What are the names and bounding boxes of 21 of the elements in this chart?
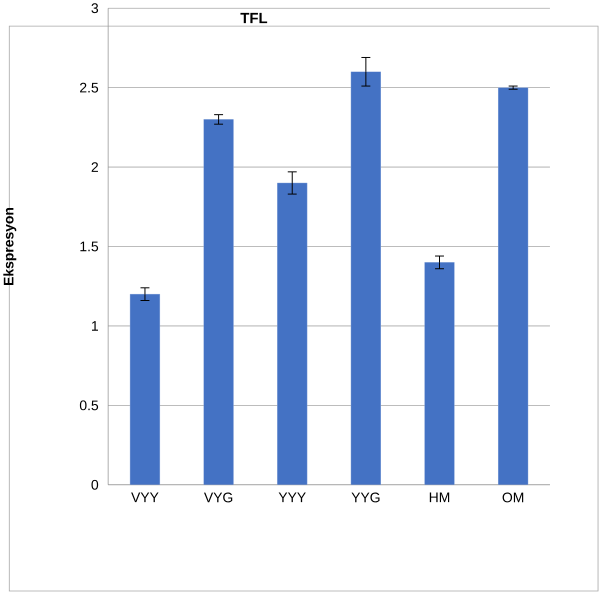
- bar: [204, 119, 234, 485]
- y-axis-title: Ekspresyon: [3, 208, 16, 285]
- bar: [498, 87, 528, 485]
- x-tick-label: YYG: [352, 492, 380, 502]
- y-tick-label: 3: [91, 3, 98, 14]
- y-tick-label: 0: [91, 480, 98, 490]
- x-tick-label: VYG: [204, 492, 232, 502]
- y-tick-label: 2.5: [80, 82, 98, 93]
- x-tick-label: OM: [502, 492, 524, 502]
- bar: [277, 182, 308, 485]
- bar: [130, 294, 160, 485]
- x-tick-label: HM: [430, 492, 450, 502]
- bar: [424, 262, 455, 485]
- y-tick-label: 2: [92, 162, 98, 172]
- y-tick-label: 0.5: [80, 400, 98, 410]
- y-tick-label: 1.5: [80, 242, 98, 252]
- x-tick-label: YYY: [278, 492, 306, 502]
- chart-title: TFL: [240, 12, 268, 24]
- x-tick-label: VYY: [131, 492, 159, 502]
- y-tick-label: 1: [92, 321, 98, 331]
- bar: [350, 72, 381, 485]
